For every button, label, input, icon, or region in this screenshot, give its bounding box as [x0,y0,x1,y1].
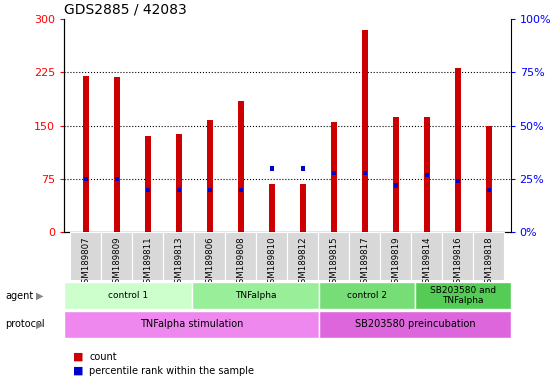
Bar [208,187,211,192]
Bar [486,126,492,232]
Bar [256,232,287,280]
Bar [163,232,194,280]
Text: GSM189806: GSM189806 [205,236,214,289]
Text: GSM189812: GSM189812 [299,236,307,289]
Bar [83,76,89,232]
Bar [238,101,244,232]
Text: protocol: protocol [6,319,45,329]
Bar [84,177,88,181]
Bar [177,187,181,192]
Bar [394,183,397,187]
Text: control 2: control 2 [347,291,387,300]
Bar [194,232,225,280]
Bar [176,134,182,232]
Bar [145,136,151,232]
Text: ■: ■ [73,352,83,362]
Bar [381,232,411,280]
Text: ▶: ▶ [36,291,44,301]
Text: ▶: ▶ [36,319,44,329]
Text: GSM189813: GSM189813 [174,236,184,289]
Bar [362,30,368,232]
Bar [146,187,150,192]
Bar [393,116,398,232]
Bar [192,282,319,309]
Bar [456,179,460,183]
Text: GSM189811: GSM189811 [143,236,152,289]
Bar [331,122,336,232]
Bar [225,232,256,280]
Text: SB203580 preincubation: SB203580 preincubation [354,319,475,329]
Bar [424,116,430,232]
Text: percentile rank within the sample: percentile rank within the sample [89,366,254,376]
Text: count: count [89,352,117,362]
Bar [415,282,511,309]
Bar [207,120,213,232]
Text: ■: ■ [73,366,83,376]
Bar [319,311,511,338]
Text: agent: agent [6,291,34,301]
Text: GSM189818: GSM189818 [484,236,493,289]
Text: GSM189817: GSM189817 [360,236,369,289]
Bar [425,173,429,177]
Bar [287,232,319,280]
Bar [70,232,102,280]
Bar [473,232,504,280]
Text: GSM189807: GSM189807 [81,236,90,289]
Bar [102,232,132,280]
Text: GSM189815: GSM189815 [329,236,338,289]
Text: GSM189809: GSM189809 [112,236,122,289]
Text: GSM189819: GSM189819 [391,236,401,289]
Bar [349,232,381,280]
Bar [270,166,273,170]
Bar [363,170,367,175]
Bar [319,282,415,309]
Bar [332,170,335,175]
Text: SB203580 and
TNFalpha: SB203580 and TNFalpha [430,286,496,305]
Bar [442,232,473,280]
Bar [300,184,306,232]
Bar [239,187,243,192]
Text: GDS2885 / 42083: GDS2885 / 42083 [64,3,187,17]
Text: GSM189814: GSM189814 [422,236,431,289]
Bar [132,232,163,280]
Text: GSM189810: GSM189810 [267,236,276,289]
Text: GSM189808: GSM189808 [237,236,246,289]
Bar [455,68,461,232]
Text: control 1: control 1 [108,291,148,300]
Bar [301,166,305,170]
Bar [115,177,118,181]
Bar [411,232,442,280]
Bar [64,311,319,338]
Bar [114,78,119,232]
Bar [64,282,192,309]
Text: GSM189816: GSM189816 [453,236,463,289]
Bar [269,184,275,232]
Text: TNFalpha stimulation: TNFalpha stimulation [140,319,243,329]
Bar [319,232,349,280]
Text: TNFalpha: TNFalpha [235,291,276,300]
Bar [487,187,490,192]
